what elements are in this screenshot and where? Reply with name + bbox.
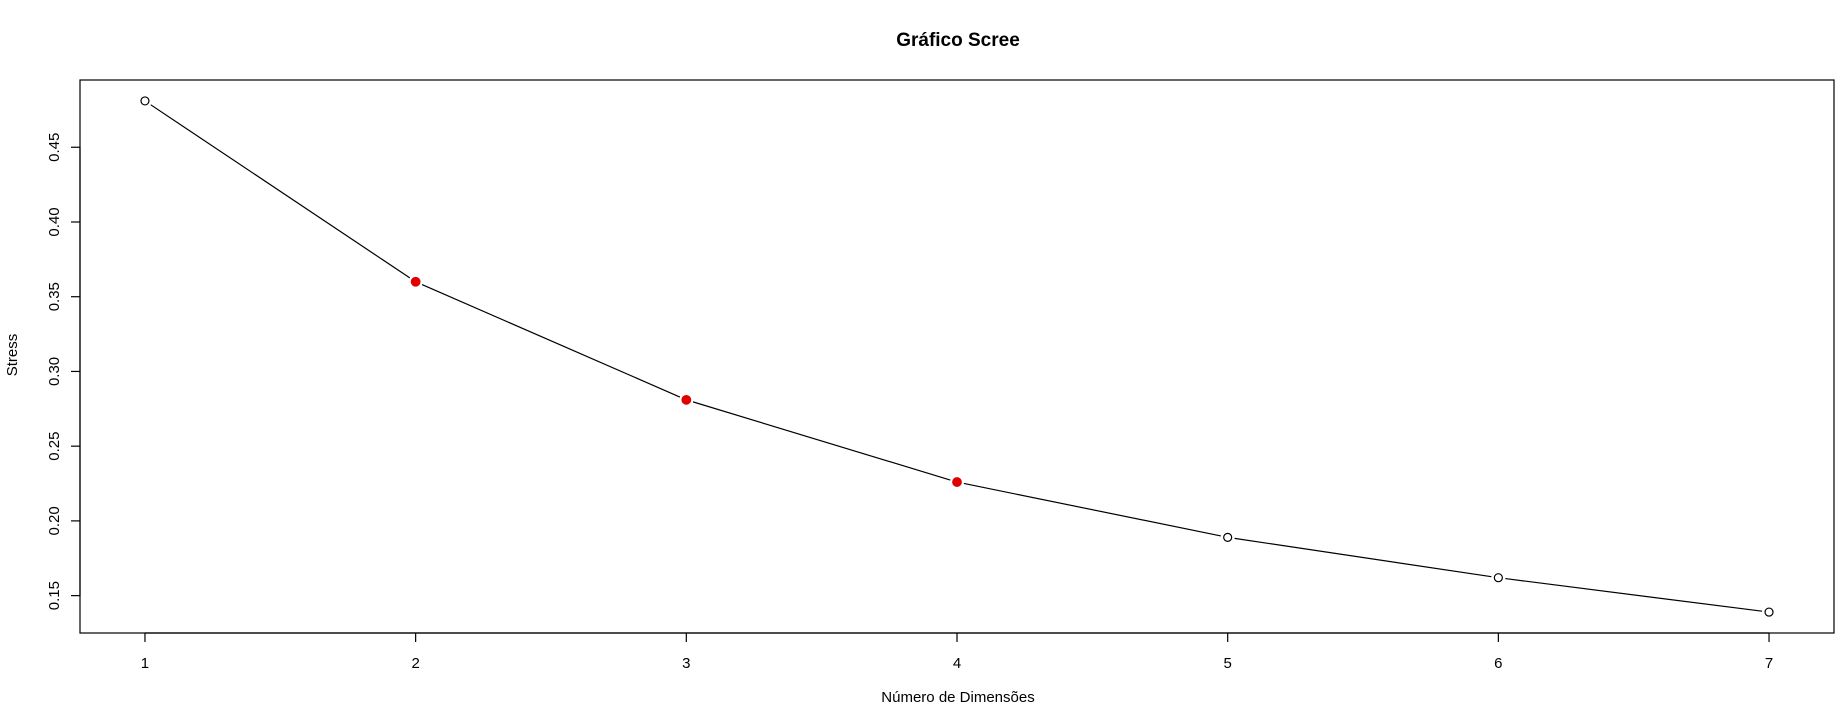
data-point <box>1764 607 1774 617</box>
data-point <box>1493 573 1503 583</box>
x-tick-label: 4 <box>953 655 961 672</box>
y-tick-label: 0.40 <box>46 207 63 236</box>
y-tick-label: 0.30 <box>46 357 63 386</box>
x-tick-label: 7 <box>1765 655 1773 672</box>
series-line-segment <box>421 284 681 398</box>
series-line-segment <box>963 482 1221 537</box>
x-tick-label: 6 <box>1494 655 1502 672</box>
highlighted-data-point <box>681 394 692 405</box>
x-axis: 1 2 3 4 5 6 7 <box>141 632 1773 672</box>
x-axis-label: Número de Dimensões <box>881 689 1034 706</box>
data-point <box>1223 532 1233 542</box>
y-tick-label: 0.20 <box>46 506 63 535</box>
chart-title: Gráfico Scree <box>896 30 1020 51</box>
y-tick-label: 0.45 <box>46 133 63 162</box>
series-line-segment <box>1505 577 1763 612</box>
highlighted-data-point <box>410 276 421 287</box>
x-tick-label: 3 <box>682 655 690 672</box>
data-point <box>140 96 150 106</box>
series-line-segment <box>692 401 951 481</box>
series-line-segment <box>1234 537 1492 578</box>
x-tick-label: 1 <box>141 655 149 672</box>
highlighted-data-point <box>952 477 962 487</box>
x-tick-label: 5 <box>1224 655 1232 672</box>
y-tick-label: 0.15 <box>46 581 63 610</box>
series-group <box>140 96 1774 617</box>
y-axis: 0.15 0.20 0.25 0.30 0.35 0.40 0.45 <box>46 133 81 610</box>
y-tick-label: 0.35 <box>46 282 63 311</box>
y-axis-label: Stress <box>4 334 21 377</box>
series-line-segment <box>150 104 411 279</box>
plot-frame <box>79 79 1835 634</box>
y-tick-label: 0.25 <box>46 432 63 461</box>
x-tick-label: 2 <box>411 655 419 672</box>
